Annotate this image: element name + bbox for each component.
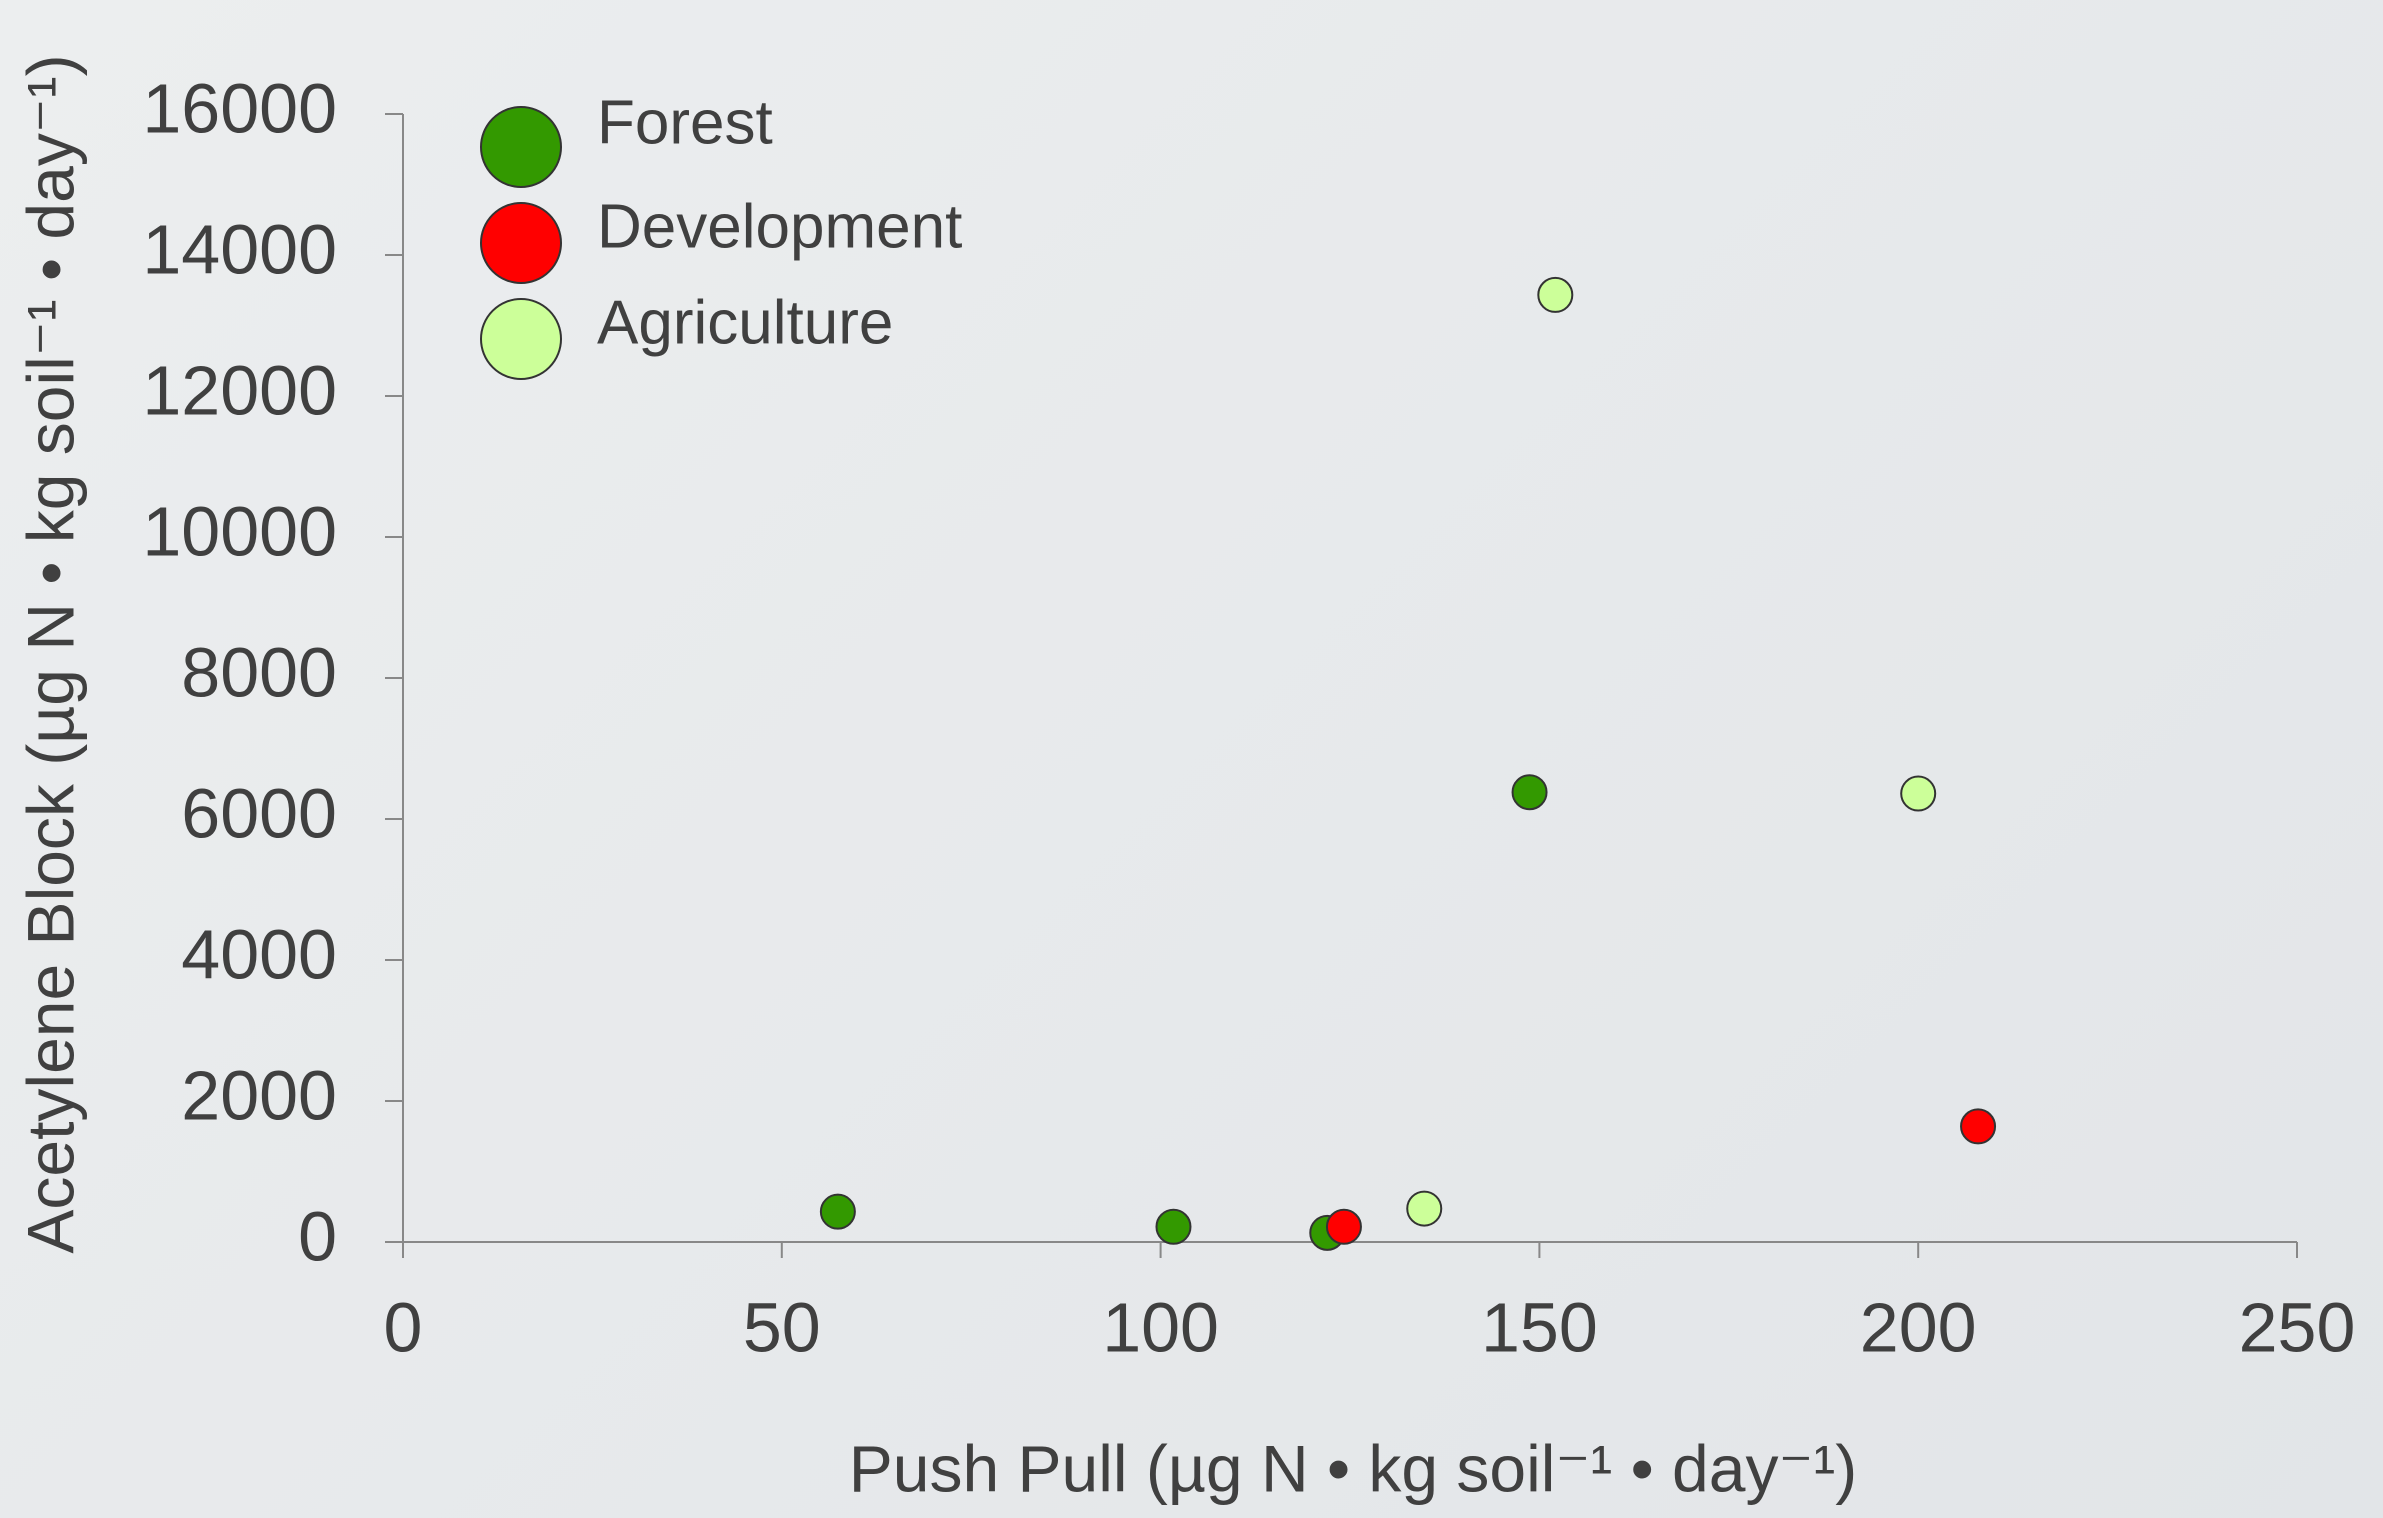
y-tick-label: 14000 <box>142 210 337 288</box>
x-tick-label: 200 <box>1860 1288 1977 1366</box>
legend-label: Agriculture <box>597 288 893 357</box>
y-tick-label: 4000 <box>181 915 337 993</box>
x-tick-label: 0 <box>384 1288 423 1366</box>
point <box>1511 774 1548 811</box>
legend-label: Forest <box>597 88 773 157</box>
point <box>1537 276 1574 313</box>
point <box>1960 1108 1997 1145</box>
x-tick-label: 100 <box>1102 1288 1219 1366</box>
point <box>819 1193 856 1230</box>
y-tick-label: 2000 <box>181 1056 337 1134</box>
x-axis-label: Push Pull (µg N • kg soil⁻¹ • day⁻¹) <box>849 1431 1858 1505</box>
x-tick-label: 250 <box>2239 1288 2356 1366</box>
y-tick-label: 12000 <box>142 351 337 429</box>
legend-label: Development <box>597 192 962 261</box>
y-tick-label: 0 <box>298 1197 337 1275</box>
point <box>1406 1190 1443 1227</box>
point <box>1155 1208 1192 1245</box>
y-tick-label: 8000 <box>181 633 337 711</box>
legend-marker <box>480 202 562 284</box>
point <box>1900 775 1937 812</box>
legend-marker <box>480 106 562 188</box>
x-tick-label: 150 <box>1481 1288 1598 1366</box>
y-tick-label: 6000 <box>181 774 337 852</box>
y-tick-label: 16000 <box>142 69 337 147</box>
y-axis-label: Acetylene Block (µg N • kg soil⁻¹ • day⁻… <box>13 54 87 1253</box>
x-tick-label: 50 <box>743 1288 821 1366</box>
y-tick-label: 10000 <box>142 492 337 570</box>
point <box>1325 1208 1362 1245</box>
legend-marker <box>480 298 562 380</box>
